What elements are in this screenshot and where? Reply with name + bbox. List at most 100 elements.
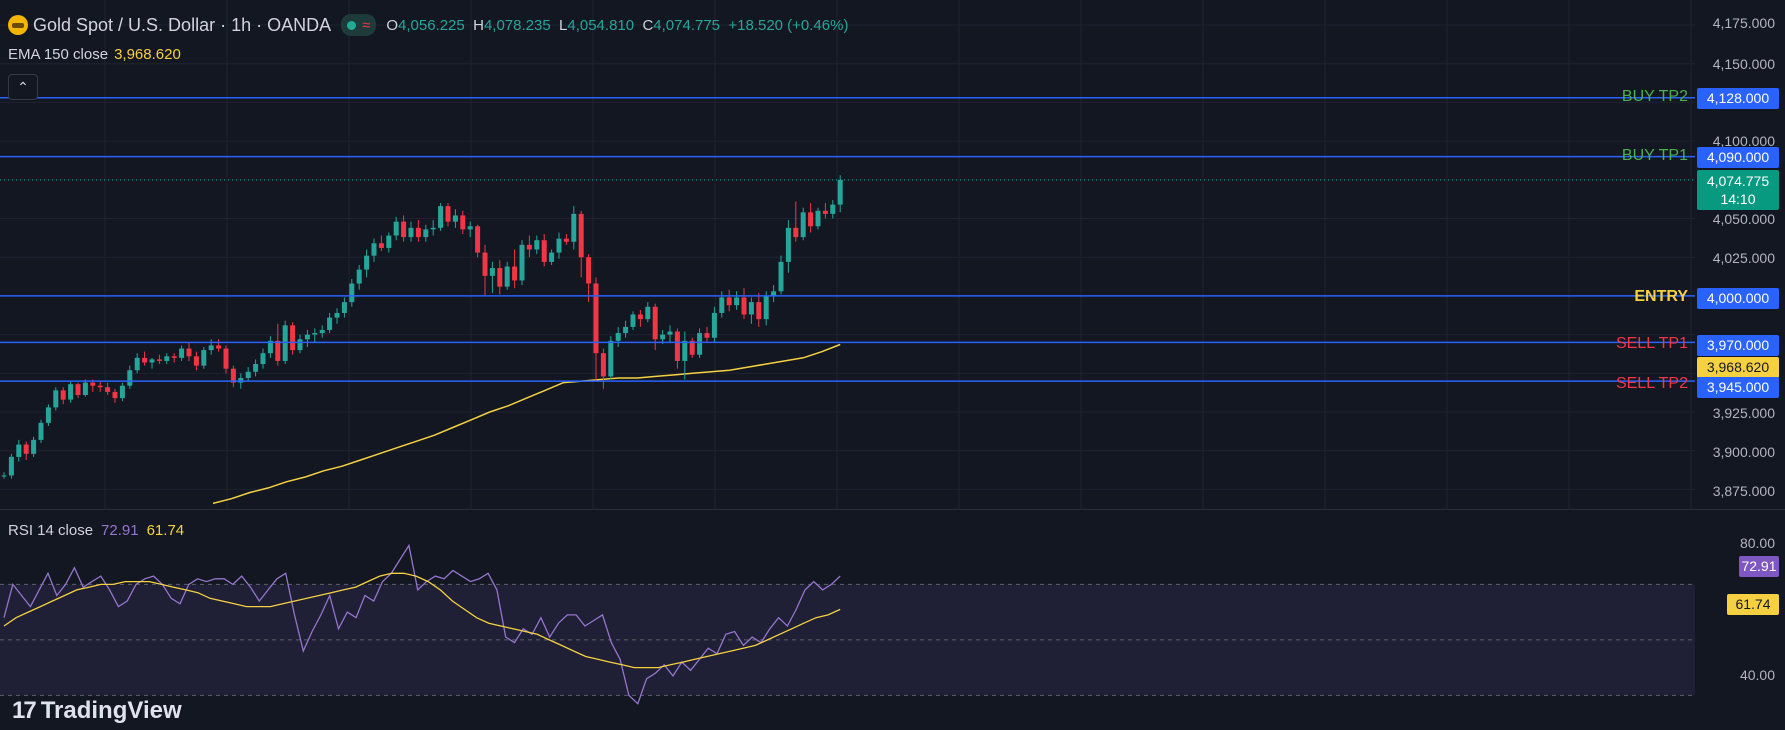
candle-body	[378, 243, 384, 248]
candle-body	[430, 227, 436, 230]
candle-body	[645, 306, 651, 320]
candle-body	[260, 353, 266, 365]
candle-body	[452, 215, 458, 222]
candle-body	[556, 238, 562, 253]
candle-body	[341, 302, 347, 313]
candle-body	[186, 348, 192, 357]
level-label-sell-tp2: SELL TP2	[1615, 375, 1688, 392]
collapse-legend-button[interactable]: ⌃	[8, 74, 38, 100]
candle-body	[201, 350, 207, 366]
rsi-ma-value: 61.74	[146, 522, 185, 539]
rsi-guides	[0, 583, 1695, 696]
candle-body	[105, 387, 111, 392]
candle-body	[297, 339, 303, 351]
level-label-buy-tp1: BUY TP1	[1621, 147, 1688, 164]
ema-line	[212, 343, 841, 505]
candle-body	[23, 444, 29, 454]
level-label-buy-tp2: BUY TP2	[1621, 88, 1688, 105]
symbol-legend[interactable]: Gold Spot / U.S. Dollar · 1h · OANDA ≈ O…	[8, 14, 848, 36]
ema-value: 3,968.620	[114, 46, 181, 63]
level-lines	[0, 97, 1695, 382]
candle-body	[600, 353, 606, 377]
ema-polyline	[212, 343, 841, 505]
candle-body	[623, 326, 629, 334]
candle-body	[771, 291, 777, 296]
bar-countdown: 14:10	[1720, 191, 1756, 207]
ema-price-tag: 3,968.620	[1697, 357, 1779, 378]
candle-body	[674, 331, 680, 361]
candle-body	[815, 210, 821, 227]
rsi-pane-background	[0, 510, 1695, 730]
candle-body	[415, 227, 421, 238]
candle-body	[371, 243, 377, 256]
candle-body	[171, 356, 177, 358]
rsi-tick: 80.00	[1739, 535, 1775, 551]
candle-body	[282, 325, 288, 361]
candle-body	[408, 227, 414, 238]
candle-body	[756, 302, 762, 320]
candle-body	[608, 340, 614, 377]
rsi-legend[interactable]: RSI 14 close 72.91 61.74	[8, 522, 184, 539]
candle-body	[134, 357, 140, 371]
rsi-value: 72.91	[101, 522, 139, 539]
candle-body	[208, 345, 214, 351]
level-label-entry: ENTRY	[1634, 288, 1688, 305]
candle-body	[830, 204, 836, 214]
candle-body	[837, 179, 843, 205]
candle-body	[68, 384, 74, 400]
rsi-lines	[3, 543, 841, 705]
candle-body	[637, 314, 643, 320]
candle-body	[267, 340, 273, 354]
price-change: +18.520 (+0.46%)	[728, 16, 849, 34]
candle-body	[660, 334, 666, 340]
rsi-value-tag: 72.91	[1739, 556, 1779, 577]
candle-body	[142, 357, 148, 363]
candle-body	[438, 206, 444, 228]
candle-body	[526, 244, 532, 250]
candle-body	[534, 240, 540, 250]
candle-body	[489, 268, 495, 276]
candle-body	[578, 213, 584, 258]
candle-body	[719, 297, 725, 313]
candle-body	[312, 333, 318, 335]
candle-body	[630, 314, 636, 327]
candle-body	[82, 382, 88, 395]
candle-body	[327, 317, 333, 330]
level-tag-buy-tp2: 4,128.000	[1697, 88, 1779, 109]
candles	[1, 175, 843, 479]
candle-body	[571, 213, 577, 242]
candle-body	[615, 333, 621, 341]
tradingview-mark-icon: 17	[12, 697, 37, 724]
rsi-ma-polyline	[3, 572, 841, 669]
candle-body	[90, 382, 96, 386]
candle-body	[230, 368, 236, 383]
candle-body	[541, 240, 547, 262]
candle-body	[386, 235, 392, 248]
candle-body	[149, 359, 155, 363]
candle-body	[304, 334, 310, 340]
candle-body	[586, 257, 592, 284]
ema-legend[interactable]: EMA 150 close 3,968.620	[8, 46, 181, 63]
candle-body	[156, 359, 162, 361]
symbol-title[interactable]: Gold Spot / U.S. Dollar · 1h · OANDA	[33, 14, 332, 35]
gold-icon	[8, 15, 28, 35]
candle-body	[519, 244, 525, 281]
candle-body	[512, 266, 518, 281]
candle-body	[763, 295, 769, 320]
candle-body	[75, 384, 81, 395]
candle-body	[460, 215, 466, 230]
candle-body	[482, 252, 488, 276]
candle-body	[741, 297, 747, 315]
tradingview-logo[interactable]: 17 TradingView	[12, 697, 182, 725]
candle-body	[60, 390, 66, 400]
candle-body	[31, 439, 37, 454]
candle-body	[223, 348, 229, 369]
candle-body	[238, 377, 244, 383]
price-tick: 4,100.000	[1712, 133, 1775, 149]
candle-body	[445, 206, 451, 222]
price-tick: 3,925.000	[1712, 405, 1775, 421]
rsi-tick: 40.00	[1739, 667, 1775, 683]
level-tag-buy-tp1: 4,090.000	[1697, 147, 1779, 168]
status-pill[interactable]: ≈	[341, 14, 377, 36]
